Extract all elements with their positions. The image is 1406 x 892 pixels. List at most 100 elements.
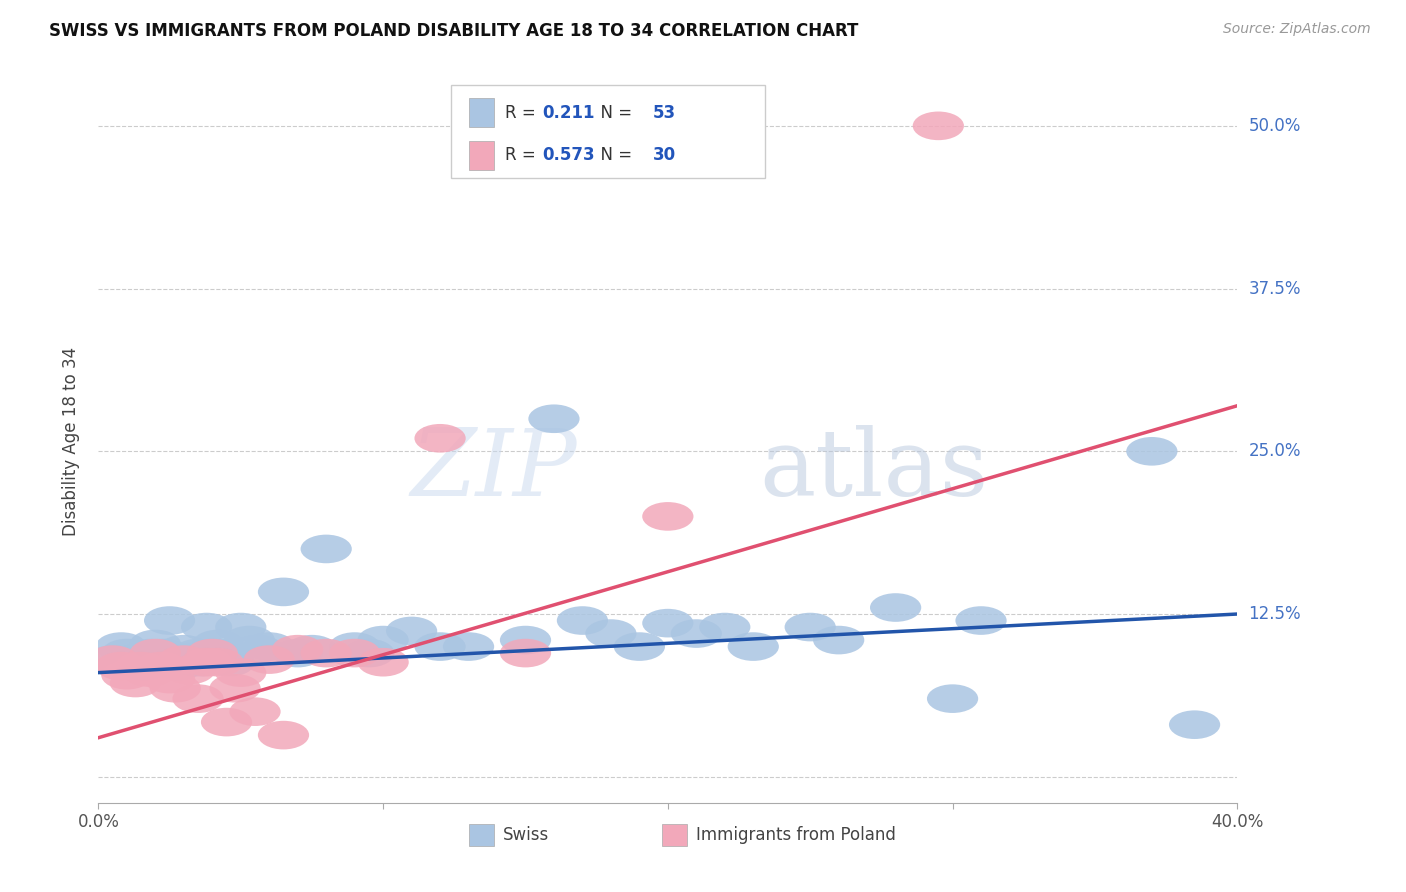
Ellipse shape xyxy=(152,652,204,681)
Ellipse shape xyxy=(243,632,295,661)
Ellipse shape xyxy=(243,645,295,674)
Text: 50.0%: 50.0% xyxy=(1249,117,1301,135)
Ellipse shape xyxy=(343,639,395,667)
Ellipse shape xyxy=(87,645,138,674)
Ellipse shape xyxy=(173,684,224,713)
Ellipse shape xyxy=(287,635,337,664)
Ellipse shape xyxy=(912,112,965,140)
Text: atlas: atlas xyxy=(759,425,988,516)
Ellipse shape xyxy=(159,635,209,664)
Ellipse shape xyxy=(107,648,159,676)
Ellipse shape xyxy=(201,707,252,737)
Ellipse shape xyxy=(585,619,637,648)
Ellipse shape xyxy=(187,639,238,667)
Ellipse shape xyxy=(165,656,215,684)
Ellipse shape xyxy=(181,648,232,676)
Ellipse shape xyxy=(149,645,201,674)
Ellipse shape xyxy=(193,648,243,676)
Ellipse shape xyxy=(181,613,232,641)
Ellipse shape xyxy=(927,684,979,713)
Text: N =: N = xyxy=(591,146,638,164)
Ellipse shape xyxy=(138,639,190,667)
Ellipse shape xyxy=(115,652,167,681)
Ellipse shape xyxy=(257,721,309,749)
Ellipse shape xyxy=(557,607,607,635)
Ellipse shape xyxy=(101,639,152,667)
Ellipse shape xyxy=(149,674,201,703)
Bar xyxy=(468,824,494,847)
Text: 0.573: 0.573 xyxy=(543,146,595,164)
Ellipse shape xyxy=(329,632,380,661)
Ellipse shape xyxy=(176,648,226,676)
Ellipse shape xyxy=(224,626,276,655)
Ellipse shape xyxy=(110,669,162,698)
Text: 12.5%: 12.5% xyxy=(1249,605,1301,623)
Ellipse shape xyxy=(643,502,693,531)
Ellipse shape xyxy=(124,658,176,687)
Ellipse shape xyxy=(135,648,187,676)
Ellipse shape xyxy=(87,645,138,674)
Ellipse shape xyxy=(671,619,721,648)
Ellipse shape xyxy=(215,613,266,641)
Ellipse shape xyxy=(135,652,187,681)
Text: SWISS VS IMMIGRANTS FROM POLAND DISABILITY AGE 18 TO 34 CORRELATION CHART: SWISS VS IMMIGRANTS FROM POLAND DISABILI… xyxy=(49,22,859,40)
Ellipse shape xyxy=(728,632,779,661)
Ellipse shape xyxy=(129,630,181,658)
Ellipse shape xyxy=(699,613,751,641)
Ellipse shape xyxy=(173,639,224,667)
Ellipse shape xyxy=(118,652,170,681)
Ellipse shape xyxy=(301,534,352,563)
Ellipse shape xyxy=(215,658,266,687)
Ellipse shape xyxy=(257,578,309,607)
Ellipse shape xyxy=(443,632,494,661)
Text: ZIP: ZIP xyxy=(411,425,576,516)
Y-axis label: Disability Age 18 to 34: Disability Age 18 to 34 xyxy=(62,347,80,536)
Text: 30: 30 xyxy=(652,146,676,164)
Ellipse shape xyxy=(96,652,146,681)
Bar xyxy=(468,141,494,169)
Text: R =: R = xyxy=(505,103,541,122)
Ellipse shape xyxy=(870,593,921,622)
Ellipse shape xyxy=(614,632,665,661)
Ellipse shape xyxy=(643,609,693,638)
Ellipse shape xyxy=(1168,710,1220,739)
Text: Source: ZipAtlas.com: Source: ZipAtlas.com xyxy=(1223,22,1371,37)
Ellipse shape xyxy=(785,613,835,641)
Ellipse shape xyxy=(415,424,465,452)
Ellipse shape xyxy=(357,626,409,655)
Ellipse shape xyxy=(101,661,152,690)
Ellipse shape xyxy=(167,648,218,676)
Text: 37.5%: 37.5% xyxy=(1249,279,1301,298)
Ellipse shape xyxy=(209,674,260,703)
Ellipse shape xyxy=(387,616,437,645)
Ellipse shape xyxy=(501,626,551,655)
Text: 53: 53 xyxy=(652,103,676,122)
Ellipse shape xyxy=(165,642,215,672)
Ellipse shape xyxy=(529,404,579,434)
Ellipse shape xyxy=(501,639,551,667)
Bar xyxy=(662,824,688,847)
Ellipse shape xyxy=(1126,437,1177,466)
Ellipse shape xyxy=(187,639,238,667)
Text: 25.0%: 25.0% xyxy=(1249,442,1301,460)
Ellipse shape xyxy=(115,642,167,672)
Ellipse shape xyxy=(159,645,209,674)
Ellipse shape xyxy=(143,607,195,635)
Text: R =: R = xyxy=(505,146,541,164)
Ellipse shape xyxy=(273,639,323,667)
Ellipse shape xyxy=(273,635,323,664)
Text: N =: N = xyxy=(591,103,638,122)
Ellipse shape xyxy=(193,630,243,658)
Ellipse shape xyxy=(813,626,865,655)
Ellipse shape xyxy=(301,639,352,667)
Ellipse shape xyxy=(232,635,284,664)
Ellipse shape xyxy=(956,607,1007,635)
Ellipse shape xyxy=(229,698,281,726)
Ellipse shape xyxy=(204,648,254,676)
Ellipse shape xyxy=(96,632,146,661)
Ellipse shape xyxy=(143,665,195,693)
Text: Swiss: Swiss xyxy=(503,826,548,845)
Bar xyxy=(468,98,494,128)
Ellipse shape xyxy=(357,648,409,676)
Ellipse shape xyxy=(198,639,249,667)
